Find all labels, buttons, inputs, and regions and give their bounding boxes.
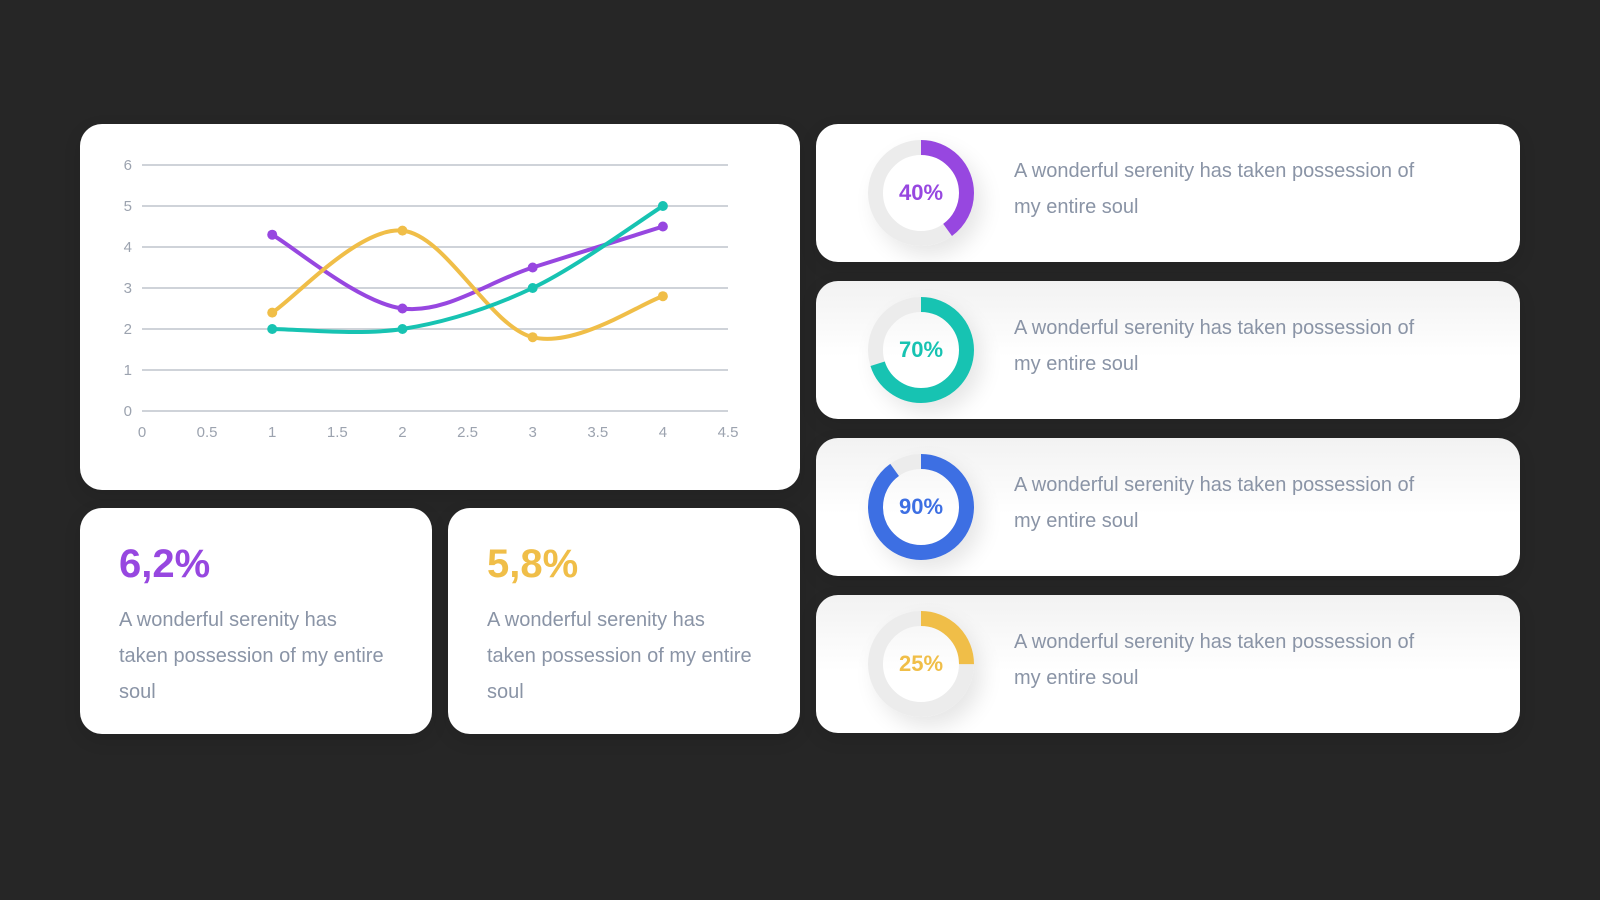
x-tick-label: 2 xyxy=(398,424,406,441)
progress-ring-graphic xyxy=(868,611,974,717)
y-tick-label: 4 xyxy=(124,239,132,256)
stat-description: A wonderful serenity has taken possessio… xyxy=(487,609,752,703)
y-tick-label: 3 xyxy=(124,280,132,297)
ring-progress-arc xyxy=(868,454,974,560)
series-line-1 xyxy=(270,224,665,312)
x-tick-label: 2.5 xyxy=(457,424,478,441)
ring-card-1: 40% A wonderful serenity has taken posse… xyxy=(816,124,1520,262)
data-point xyxy=(657,291,668,302)
series-line-2 xyxy=(270,228,665,341)
ring-percent-label: 25% xyxy=(898,651,944,676)
data-point xyxy=(397,225,408,236)
ring-progress-arc xyxy=(868,297,974,403)
ring-percent-label: 40% xyxy=(898,180,944,205)
data-point xyxy=(527,262,538,273)
progress-ring: 90% xyxy=(868,454,974,560)
line-chart: 0 1 2 3 4 5 6 0 0.5 1 1.5 2 2.5 3 3.5 4 4.5 xyxy=(124,157,739,441)
ring-card-4: 25% A wonderful serenity has taken posse… xyxy=(816,595,1520,733)
y-tick-label: 1 xyxy=(124,362,132,379)
x-tick-label: 0.5 xyxy=(197,424,218,441)
data-point xyxy=(527,332,538,343)
line-chart-card: 0 1 2 3 4 5 6 0 0.5 1 1.5 2 2.5 3 3.5 4 4.5 xyxy=(80,124,800,490)
ring-description: A wonderful serenity has taken possessio… xyxy=(1014,317,1415,375)
ring-card-3: 90% A wonderful serenity has taken posse… xyxy=(816,438,1520,576)
stat-value: 6,2% xyxy=(119,542,211,586)
stat-description: A wonderful serenity has taken possessio… xyxy=(119,609,384,703)
y-tick-label: 5 xyxy=(124,198,132,215)
x-tick-label: 4 xyxy=(659,424,667,441)
stat-value: 5,8% xyxy=(487,542,579,586)
progress-ring: 70% xyxy=(868,297,974,403)
progress-ring: 40% xyxy=(868,140,974,246)
ring-description: A wonderful serenity has taken possessio… xyxy=(1014,160,1415,218)
ring-description: A wonderful serenity has taken possessio… xyxy=(1014,474,1415,532)
x-tick-label: 3 xyxy=(528,424,536,441)
data-point xyxy=(267,229,278,240)
x-tick-label: 1.5 xyxy=(327,424,348,441)
x-tick-label: 1 xyxy=(268,424,276,441)
ring-percent-label: 90% xyxy=(898,494,944,519)
y-tick-label: 0 xyxy=(124,403,132,420)
data-point xyxy=(397,303,408,314)
data-point xyxy=(267,324,278,334)
data-point xyxy=(527,283,538,293)
series-line-3 xyxy=(270,204,665,335)
progress-ring-graphic xyxy=(868,140,974,246)
data-point xyxy=(657,201,668,211)
x-tick-label: 0 xyxy=(138,424,146,441)
stat-card-2: 5,8% A wonderful serenity has taken poss… xyxy=(448,508,800,734)
ring-percent-label: 70% xyxy=(898,337,944,362)
x-tick-label: 3.5 xyxy=(587,424,608,441)
ring-progress-arc xyxy=(868,611,974,717)
data-point xyxy=(397,324,408,334)
ring-card-2: 70% A wonderful serenity has taken posse… xyxy=(816,281,1520,419)
ring-description: A wonderful serenity has taken possessio… xyxy=(1014,631,1415,689)
stat-card-1: 6,2% A wonderful serenity has taken poss… xyxy=(80,508,432,734)
y-tick-label: 2 xyxy=(124,321,132,338)
y-tick-label: 6 xyxy=(124,157,132,174)
data-point xyxy=(657,221,668,232)
progress-ring-graphic xyxy=(868,454,974,560)
x-tick-label: 4.5 xyxy=(718,424,739,441)
progress-ring: 25% xyxy=(868,611,974,717)
ring-progress-arc xyxy=(868,140,974,246)
data-point xyxy=(267,307,278,318)
progress-ring-graphic xyxy=(868,297,974,403)
